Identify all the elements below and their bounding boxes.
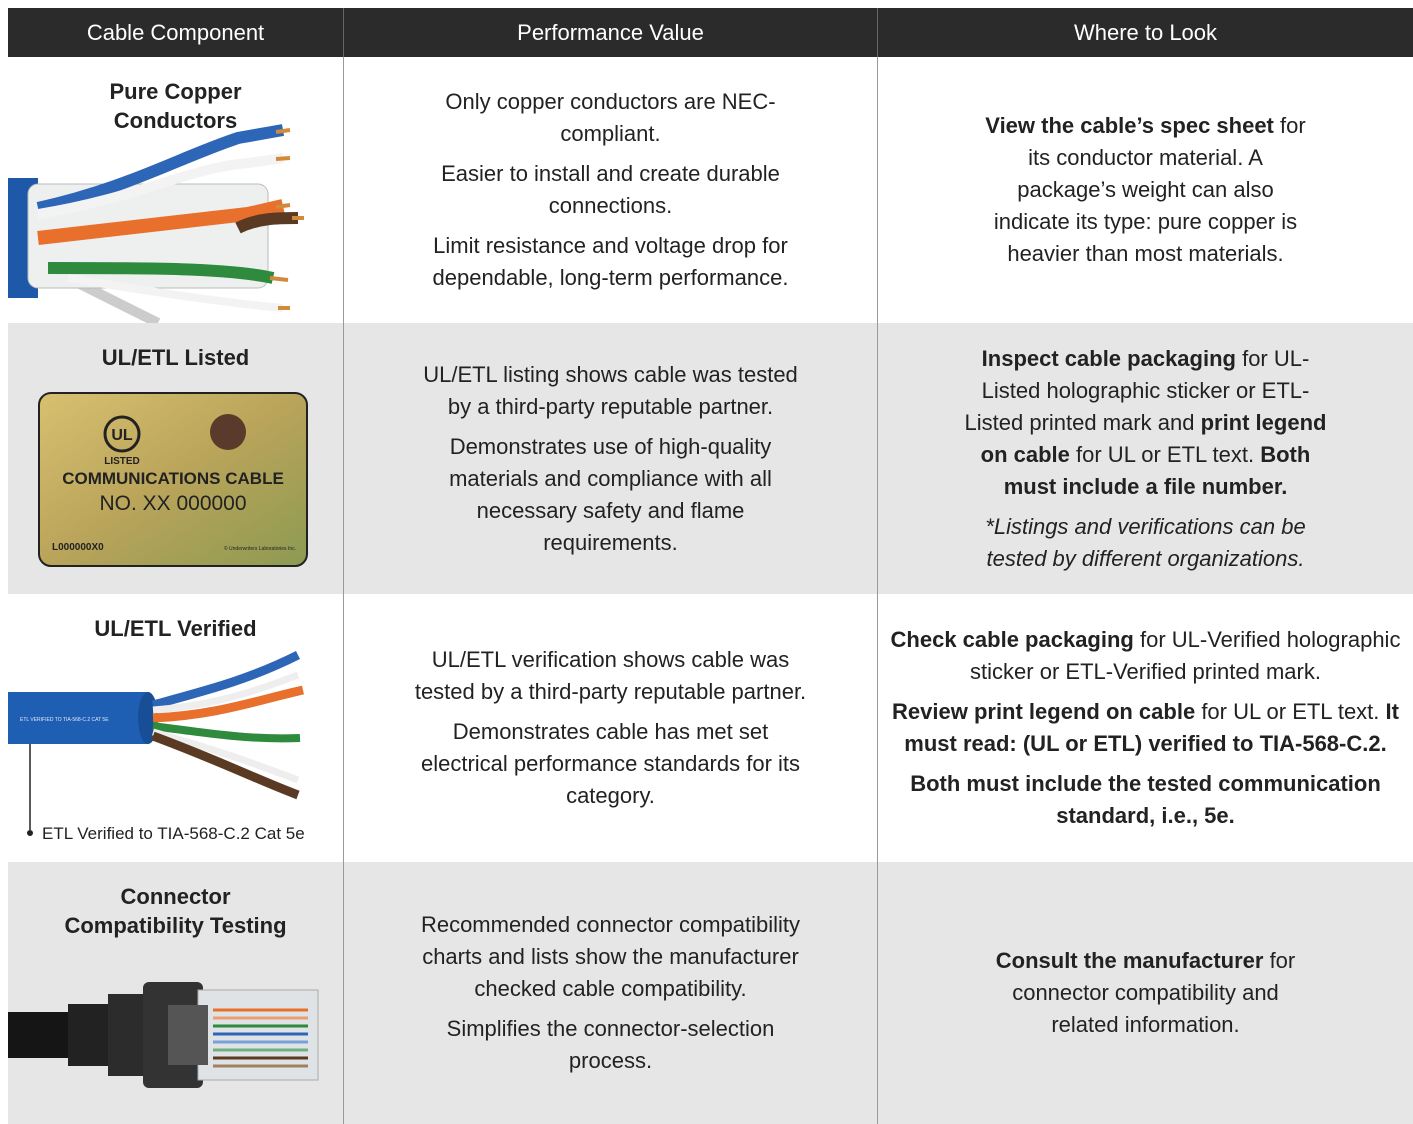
table-row: UL/ETL Verified UL/ETL verification shows…: [8, 594, 1413, 862]
text-run: for UL-Verified holographic sticker or E…: [970, 627, 1401, 684]
component-cell: Connector Compatibility Testing: [8, 862, 343, 1124]
where-cell: View the cable’s spec sheet for its cond…: [877, 57, 1413, 323]
component-cell: Pure Copper Conductors: [8, 57, 343, 323]
performance-cell: UL/ETL listing shows cable was tested by…: [343, 323, 877, 594]
connector-image: [8, 982, 319, 1088]
callout-text: ETL Verified to TIA-568-C.2 Cat 5e: [42, 824, 305, 843]
text-run: View the cable’s spec sheet: [985, 113, 1274, 138]
header-cell: Performance Value: [343, 8, 877, 57]
sticker-line: NO. XX 000000: [99, 492, 246, 515]
text-run: Simplifies the connector-selection proce…: [446, 1016, 775, 1073]
header-cell: Where to Look: [877, 8, 1413, 57]
component-title: UL/ETL Listed: [101, 345, 250, 370]
paragraph: Review print legend on cable for UL or E…: [886, 696, 1406, 760]
text-run: Demonstrates use of high-quality materia…: [449, 433, 772, 555]
sticker-line: COMMUNICATIONS CABLE: [62, 469, 284, 488]
paragraph: Both must include the tested communicati…: [886, 768, 1406, 832]
performance-cell: Recommended connector compatibility char…: [343, 862, 877, 1124]
listed-text: LISTED: [104, 456, 140, 467]
where-cell: Consult the manufacturer for connector c…: [877, 862, 1413, 1124]
text-run: UL/ETL verification shows cable was test…: [414, 647, 807, 704]
sticker-code: L000000X0: [52, 542, 104, 553]
text-run: for UL or ETL text.: [1069, 441, 1261, 467]
paragraph: UL/ETL verification shows cable was test…: [411, 644, 811, 708]
text-run: for UL or ETL text.: [1195, 699, 1386, 724]
text-run: Only copper conductors are NEC-compliant…: [445, 89, 776, 146]
paragraph: Simplifies the connector-selection proce…: [421, 1013, 801, 1077]
paragraph: Consult the manufacturer for connector c…: [986, 945, 1306, 1041]
text-run: for connector compatibility and related …: [1012, 948, 1296, 1037]
header-cell: Cable Component: [86, 19, 265, 45]
ul-sticker-image: UL LISTED COMMUNICATIONS CABLE NO. XX 00…: [38, 392, 308, 567]
component-title: Pure Copper Conductors: [109, 79, 242, 133]
component-title: Connector Compatibility Testing: [64, 884, 287, 938]
text-run: for its conductor material. A package’s …: [993, 113, 1306, 266]
paragraph: Limit resistance and voltage drop for de…: [431, 230, 791, 294]
text-run: print legend on cable: [980, 409, 1327, 467]
paragraph: Demonstrates use of high-quality materia…: [411, 431, 811, 559]
text-run: It must read: (UL or ETL) verified to TI…: [904, 699, 1399, 756]
paragraph: Demonstrates cable has met set electrica…: [411, 716, 811, 812]
text-run: Limit resistance and voltage drop for de…: [432, 233, 789, 290]
performance-cell: UL/ETL verification shows cable was test…: [343, 594, 877, 862]
text-run: Review print legend on cable: [892, 699, 1196, 724]
text-run: Consult the manufacturer: [995, 948, 1264, 973]
text-run: UL/ETL listing shows cable was tested by…: [423, 361, 798, 419]
text-run: Easier to install and create durable con…: [441, 161, 780, 218]
text-run: Demonstrates cable has met set electrica…: [420, 719, 801, 808]
sticker-copyright: © Underwriters Laboratories Inc.: [224, 545, 296, 552]
paragraph: UL/ETL listing shows cable was tested by…: [411, 359, 811, 423]
paragraph: Check cable packaging for UL-Verified ho…: [886, 624, 1406, 688]
component-title: UL/ETL Verified: [94, 616, 257, 641]
copper-cable-image: [8, 124, 304, 323]
paragraph: Easier to install and create durable con…: [431, 158, 791, 222]
header-row: Cable Component Performance Value Where to…: [8, 8, 1413, 57]
performance-cell: Only copper conductors are NEC-compliant…: [343, 57, 877, 323]
component-cell: UL/ETL Verified: [8, 594, 343, 862]
table-row: Pure Copper Conductors Only copper conduc…: [8, 57, 1413, 323]
paragraph: Recommended connector compatibility char…: [421, 909, 801, 1005]
paragraph: Inspect cable packaging for UL-Listed ho…: [956, 343, 1336, 503]
paragraph: *Listings and verifications can be teste…: [956, 511, 1336, 575]
text-run: *Listings and verifications can be teste…: [985, 513, 1306, 571]
text-run: Check cable packaging: [890, 627, 1134, 652]
paragraph: Only copper conductors are NEC-compliant…: [431, 86, 791, 150]
component-cell: UL/ETL Listed: [8, 323, 343, 594]
text-run: for UL-Listed holographic sticker or ETL…: [964, 345, 1310, 435]
paragraph: View the cable’s spec sheet for its cond…: [981, 110, 1311, 270]
where-cell: Check cable packaging for UL-Verified ho…: [877, 594, 1413, 862]
verified-cable-image: ETL VERIFIED TO TIA-568-C.2 CAT 5E: [8, 650, 304, 836]
text-run: Both must include the tested communicati…: [910, 771, 1381, 828]
text-run: Both must include a file number.: [1003, 441, 1311, 499]
text-run: Recommended connector compatibility char…: [420, 912, 801, 1001]
text-run: Inspect cable packaging: [981, 345, 1236, 371]
logo-text: UL: [111, 427, 133, 444]
cable-print: ETL VERIFIED TO TIA-568-C.2 CAT 5E: [20, 717, 109, 723]
where-cell: Inspect cable packaging for UL-Listed ho…: [877, 323, 1413, 594]
